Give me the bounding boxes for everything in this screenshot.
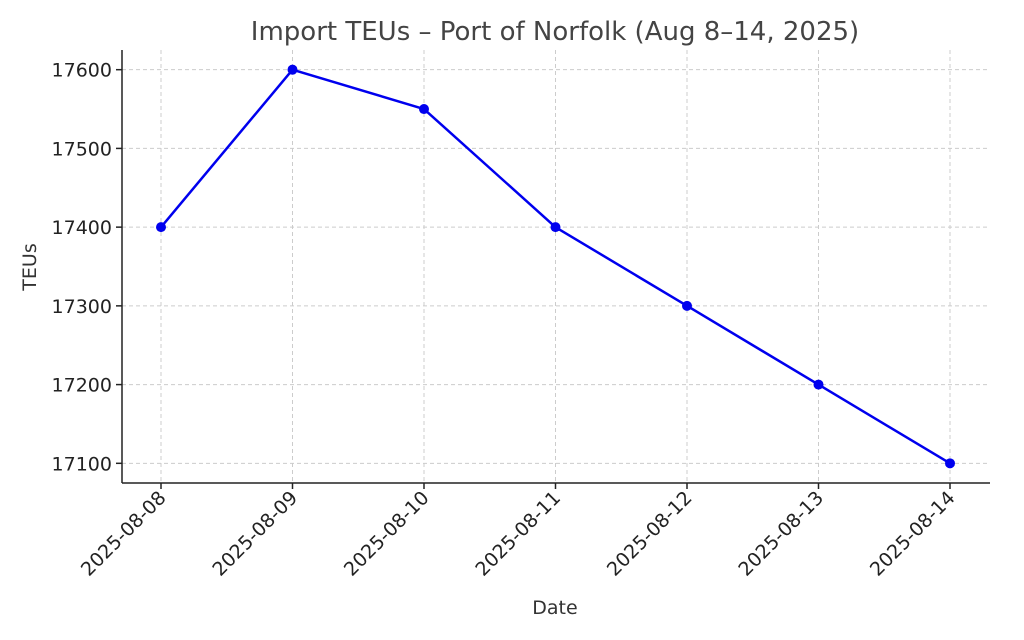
x-tick-label: 2025-08-13 [734,487,828,581]
data-point [550,222,561,233]
data-point [156,222,166,233]
y-tick-label: 17200 [52,375,112,397]
data-point [682,300,692,311]
x-tick-label: 2025-08-12 [603,487,697,581]
x-tick-label: 2025-08-08 [77,487,171,581]
x-tick-label: 2025-08-09 [208,487,302,581]
x-axis-label: Date [532,597,577,619]
x-tick-label: 2025-08-10 [340,487,434,581]
x-tick-label: 2025-08-11 [471,487,565,581]
y-tick-label: 17300 [52,296,112,318]
y-axis-label: TEUs [19,243,41,291]
data-point [813,379,824,390]
data-point [419,104,429,115]
data-point [287,64,298,75]
y-tick-label: 17100 [52,453,112,475]
ticks: 17100 17200 17300 17400 17500 17600 2025-08-08… [52,60,960,581]
grid [122,50,990,483]
chart-title: Import TEUs – Port of Norfolk (Aug 8–14,… [251,17,859,47]
series [156,64,955,469]
y-tick-label: 17600 [52,60,112,82]
data-point [945,458,955,469]
x-tick-label: 2025-08-14 [866,487,960,581]
y-tick-label: 17500 [52,138,112,160]
y-tick-label: 17400 [52,217,112,239]
